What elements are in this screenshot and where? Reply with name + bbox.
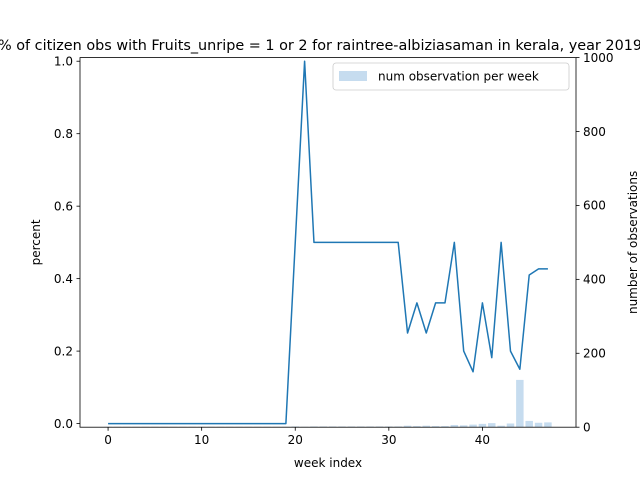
y-axis-left: 0.0 0.2 0.4 0.6 0.8 1.0 <box>54 55 80 431</box>
y-tick-label: 1.0 <box>54 55 73 69</box>
percent-line <box>108 60 548 425</box>
y2-tick-label: 1000 <box>583 51 614 65</box>
bar <box>413 426 421 428</box>
bar <box>469 424 477 428</box>
x-axis-label: week index <box>294 456 362 470</box>
plot-frame <box>79 57 577 428</box>
y-tick-label: 0.6 <box>54 199 73 213</box>
legend-box <box>332 62 570 91</box>
bar <box>544 422 552 428</box>
bar <box>450 424 459 428</box>
y-tick-label: 0.4 <box>54 272 73 286</box>
y2-tick-label: 0 <box>583 421 591 435</box>
bars-layer <box>104 379 552 428</box>
y2-tick-label: 200 <box>583 347 606 361</box>
line-layer <box>108 60 548 425</box>
legend: num observation per week <box>332 62 570 91</box>
y2-axis-label: number of observations <box>626 171 640 314</box>
y2-tick-label: 600 <box>583 199 606 213</box>
x-tick-label: 20 <box>288 433 303 447</box>
chart-title: % of citizen obs with Fruits_unripe = 1 … <box>0 38 640 54</box>
bar <box>534 422 543 428</box>
x-axis: 0 10 20 30 40 <box>104 427 490 447</box>
x-tick-label: 30 <box>381 433 396 447</box>
y2-tick-label: 400 <box>583 273 606 287</box>
bar <box>506 423 515 428</box>
bar <box>431 426 440 428</box>
x-tick-label: 10 <box>194 433 209 447</box>
y-axis-right: 0 200 400 600 800 1000 <box>576 51 614 435</box>
bar <box>403 425 412 428</box>
y-axis-label: percent <box>29 219 43 265</box>
bar <box>478 423 487 428</box>
bar <box>516 379 524 428</box>
bar <box>441 426 449 428</box>
bar <box>525 420 533 428</box>
bar <box>422 425 431 428</box>
bar <box>488 423 496 428</box>
x-tick-label: 0 <box>104 433 112 447</box>
x-tick-label: 40 <box>475 433 490 447</box>
legend-swatch <box>339 71 367 81</box>
y2-tick-label: 800 <box>583 125 606 139</box>
legend-label: num observation per week <box>378 70 539 84</box>
y-tick-label: 0.2 <box>54 344 73 358</box>
y-tick-label: 0.8 <box>54 127 73 141</box>
bar <box>459 425 468 428</box>
bar <box>497 425 505 428</box>
y-tick-label: 0.0 <box>54 417 73 431</box>
